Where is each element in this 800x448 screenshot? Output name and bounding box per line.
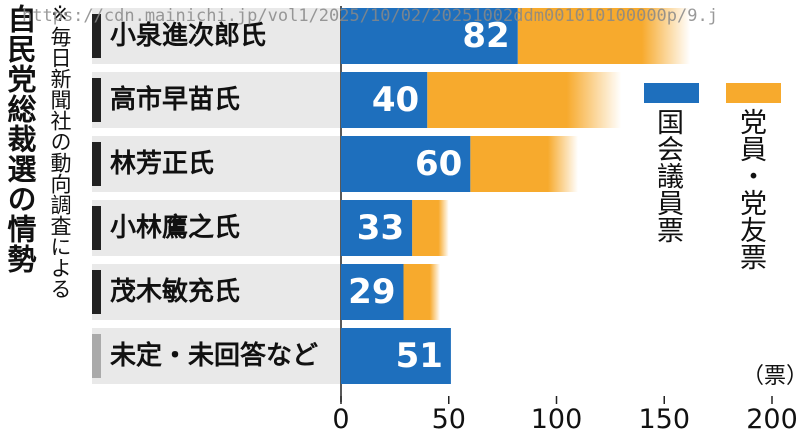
bar-members-segment [470, 136, 579, 192]
candidate-row [92, 72, 340, 128]
candidate-name: 小泉進次郎氏 [110, 21, 267, 51]
bar-value-label: 51 [395, 336, 443, 376]
candidate-row [92, 200, 340, 256]
bar-members-segment [412, 200, 449, 256]
legend-swatch-members [726, 83, 781, 103]
bar-diet-segment [341, 72, 428, 128]
candidate-row [92, 8, 340, 64]
row-marker [92, 142, 101, 186]
bar-members-segment [427, 72, 622, 128]
legend-label-diet: 国会議員票 [652, 108, 683, 243]
bar-value-label: 29 [348, 272, 396, 312]
bar-value-label: 82 [462, 16, 510, 56]
bar-diet-segment [341, 328, 451, 384]
bar-members-segment [517, 8, 691, 64]
x-tick-label: 50 [431, 404, 466, 435]
url-overlay: https://cdn.mainichi.jp/vol1/2025/10/02/… [22, 6, 718, 26]
x-tick-label: 150 [638, 404, 691, 435]
candidate-name: 高市早苗氏 [110, 85, 241, 115]
bar-value-label: 60 [414, 144, 463, 184]
row-marker [92, 270, 101, 314]
candidate-name: 小林鷹之氏 [110, 213, 241, 243]
bar-value-label: 33 [356, 208, 405, 248]
candidate-name: 未定・未回答など [110, 341, 319, 371]
candidate-row [92, 264, 340, 320]
candidate-row [92, 328, 340, 384]
bar-value-label: 40 [371, 80, 420, 120]
legend-swatch-diet [644, 83, 699, 103]
row-marker [92, 334, 101, 378]
row-marker [92, 206, 101, 250]
axis-unit: （票） [742, 364, 800, 389]
candidate-name: 茂木敏充氏 [110, 277, 241, 307]
legend-label-members: 党員・党友票 [735, 108, 766, 270]
bar-diet-segment [341, 264, 404, 320]
row-marker [92, 78, 101, 122]
x-tick-label: 0 [332, 404, 350, 435]
bar-diet-segment [341, 8, 518, 64]
bar-diet-segment [341, 200, 413, 256]
chart-title: 自民党総裁選の情勢 [3, 4, 37, 274]
x-tick-label: 100 [530, 404, 583, 435]
bar-members-segment [403, 264, 441, 320]
survey-note: ※毎日新聞社の動向調査による [48, 2, 72, 299]
row-marker [92, 14, 101, 58]
bar-diet-segment [341, 136, 471, 192]
candidate-name: 林芳正氏 [110, 149, 215, 179]
candidate-row [92, 136, 340, 192]
x-tick-label: 200 [746, 404, 798, 435]
